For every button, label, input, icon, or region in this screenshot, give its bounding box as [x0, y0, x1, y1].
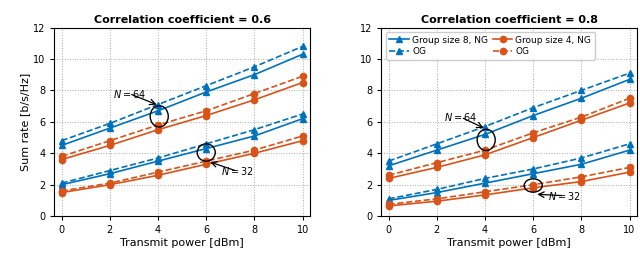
Text: $N=32$: $N=32$ [221, 165, 254, 177]
X-axis label: Transmit power [dBm]: Transmit power [dBm] [447, 238, 571, 248]
Title: Correlation coefficient = 0.8: Correlation coefficient = 0.8 [420, 15, 598, 25]
Text: $N=64$: $N=64$ [444, 111, 477, 123]
Legend: Group size 8, NG, OG, Group size 4, NG, OG: Group size 8, NG, OG, Group size 4, NG, … [386, 32, 595, 60]
X-axis label: Transmit power [dBm]: Transmit power [dBm] [120, 238, 244, 248]
Y-axis label: Sum rate [b/s/Hz]: Sum rate [b/s/Hz] [20, 73, 30, 171]
Title: Correlation coefficient = 0.6: Correlation coefficient = 0.6 [93, 15, 271, 25]
Text: $N=64$: $N=64$ [113, 88, 146, 100]
Text: $N=32$: $N=32$ [548, 190, 581, 202]
